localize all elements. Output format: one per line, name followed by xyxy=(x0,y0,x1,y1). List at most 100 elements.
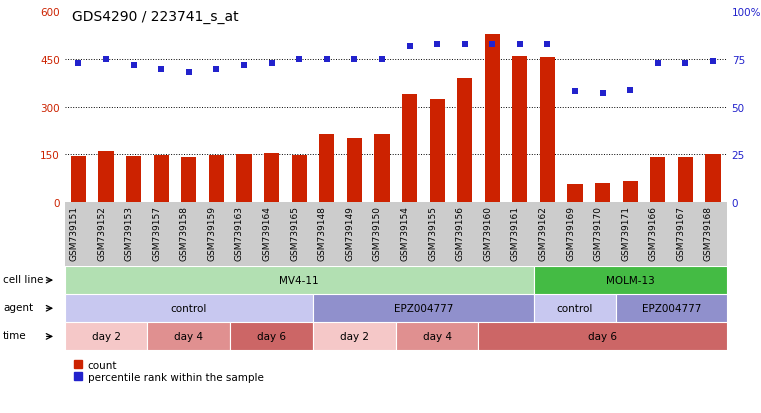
Bar xyxy=(622,182,638,202)
Point xyxy=(431,41,443,48)
Bar xyxy=(237,155,252,202)
Point xyxy=(376,57,388,63)
Point xyxy=(266,60,278,67)
Text: cell line: cell line xyxy=(3,274,43,284)
Bar xyxy=(479,323,727,351)
Text: day 4: day 4 xyxy=(422,332,451,342)
Bar xyxy=(396,323,479,351)
Text: EPZ004777: EPZ004777 xyxy=(393,304,453,313)
Text: day 6: day 6 xyxy=(257,332,286,342)
Text: GSM739170: GSM739170 xyxy=(594,206,603,261)
Bar xyxy=(230,323,313,351)
Point xyxy=(514,41,526,48)
Text: GSM739165: GSM739165 xyxy=(290,206,299,261)
Point xyxy=(597,91,609,97)
Bar xyxy=(533,294,616,323)
Bar xyxy=(154,156,169,202)
Text: GSM739153: GSM739153 xyxy=(125,206,134,261)
Legend: count, percentile rank within the sample: count, percentile rank within the sample xyxy=(70,356,268,386)
Bar xyxy=(71,157,86,202)
Text: day 2: day 2 xyxy=(91,332,120,342)
Text: GSM739148: GSM739148 xyxy=(318,206,326,260)
Bar xyxy=(65,323,148,351)
Point xyxy=(459,41,471,48)
Bar xyxy=(65,266,533,294)
Bar xyxy=(485,35,500,202)
Point xyxy=(210,66,222,73)
Point xyxy=(541,41,553,48)
Bar xyxy=(533,266,727,294)
Text: GSM739164: GSM739164 xyxy=(263,206,272,260)
Point xyxy=(238,62,250,69)
Text: GSM739157: GSM739157 xyxy=(152,206,161,261)
Point xyxy=(183,70,195,76)
Point xyxy=(403,43,416,50)
Text: EPZ004777: EPZ004777 xyxy=(642,304,702,313)
Bar xyxy=(402,95,417,202)
Text: GDS4290 / 223741_s_at: GDS4290 / 223741_s_at xyxy=(72,10,239,24)
Point xyxy=(569,89,581,95)
Bar xyxy=(148,323,230,351)
Bar xyxy=(347,139,362,202)
Bar xyxy=(595,183,610,202)
Bar xyxy=(126,157,142,202)
Bar xyxy=(568,185,583,202)
Text: GSM739166: GSM739166 xyxy=(649,206,658,261)
Text: GSM739155: GSM739155 xyxy=(428,206,437,261)
Text: GSM739159: GSM739159 xyxy=(208,206,216,261)
Bar xyxy=(65,294,313,323)
Bar xyxy=(374,134,390,202)
Text: day 4: day 4 xyxy=(174,332,203,342)
Text: GSM739168: GSM739168 xyxy=(704,206,713,261)
Point xyxy=(707,59,719,65)
Text: GSM739158: GSM739158 xyxy=(180,206,189,261)
Text: GSM739151: GSM739151 xyxy=(69,206,78,261)
Bar xyxy=(540,58,555,202)
Point xyxy=(349,57,361,63)
Bar xyxy=(616,294,727,323)
Bar xyxy=(512,57,527,202)
Bar xyxy=(650,158,665,202)
Text: day 6: day 6 xyxy=(588,332,617,342)
Text: time: time xyxy=(3,330,27,340)
Bar xyxy=(98,152,113,202)
Point xyxy=(128,62,140,69)
Text: GSM739171: GSM739171 xyxy=(621,206,630,261)
Bar xyxy=(705,155,721,202)
Text: GSM739167: GSM739167 xyxy=(677,206,686,261)
Text: GSM739160: GSM739160 xyxy=(483,206,492,261)
Bar xyxy=(457,79,473,202)
Text: MV4-11: MV4-11 xyxy=(279,275,319,285)
Text: GSM739154: GSM739154 xyxy=(400,206,409,260)
Text: control: control xyxy=(170,304,207,313)
Point xyxy=(624,87,636,94)
Text: GSM739169: GSM739169 xyxy=(566,206,575,261)
Text: GSM739150: GSM739150 xyxy=(373,206,382,261)
Bar xyxy=(264,153,279,202)
Point xyxy=(293,57,305,63)
Point xyxy=(100,57,112,63)
Text: day 2: day 2 xyxy=(340,332,369,342)
Text: GSM739152: GSM739152 xyxy=(97,206,106,260)
Bar xyxy=(313,294,533,323)
Point xyxy=(155,66,167,73)
Text: agent: agent xyxy=(3,302,33,312)
Text: GSM739156: GSM739156 xyxy=(456,206,465,261)
Text: GSM739149: GSM739149 xyxy=(345,206,355,260)
Bar xyxy=(429,100,444,202)
Text: GSM739162: GSM739162 xyxy=(539,206,547,260)
Point xyxy=(680,60,692,67)
Bar xyxy=(678,158,693,202)
Point xyxy=(320,57,333,63)
Bar xyxy=(181,158,196,202)
Text: MOLM-13: MOLM-13 xyxy=(606,275,654,285)
Point xyxy=(651,60,664,67)
Text: GSM739163: GSM739163 xyxy=(235,206,244,261)
Point xyxy=(72,60,84,67)
Bar xyxy=(291,156,307,202)
Bar xyxy=(319,134,334,202)
Bar xyxy=(209,156,224,202)
Bar xyxy=(313,323,396,351)
Point xyxy=(486,41,498,48)
Text: control: control xyxy=(557,304,594,313)
